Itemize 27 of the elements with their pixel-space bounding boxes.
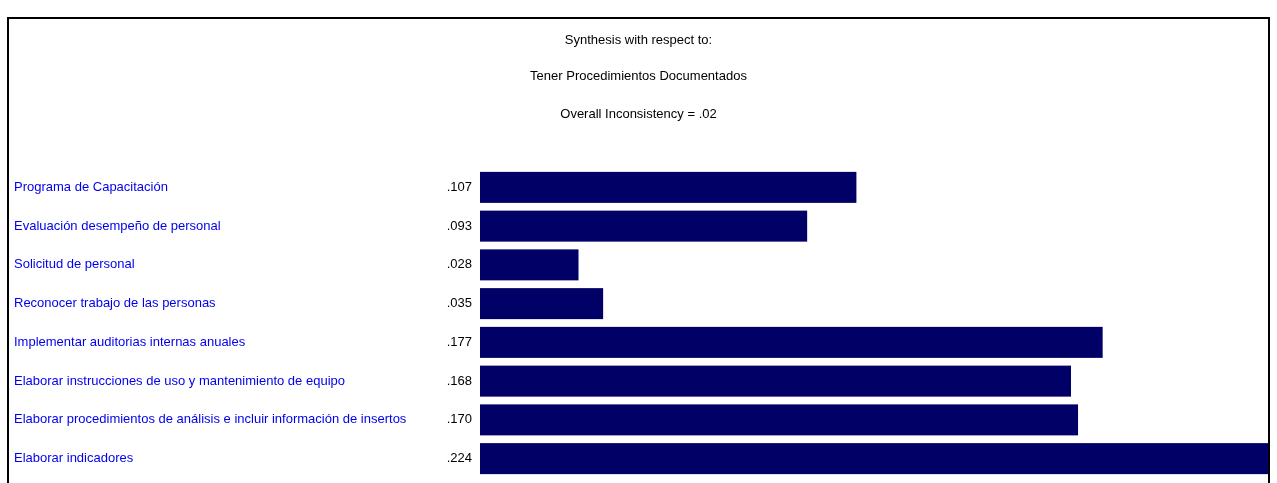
y-tick-label: Evaluación desempeño de personal (14, 217, 221, 233)
text: Overall Inconsistency = .02 (560, 106, 717, 121)
data-label: .168 (446, 372, 472, 388)
bar (480, 210, 808, 242)
data-label: .035 (446, 295, 472, 311)
bar (480, 288, 604, 320)
data-label: .107 (446, 178, 472, 194)
chart-subtitle: Tener Procedimientos Documentados (530, 68, 748, 83)
bar (480, 249, 579, 281)
data-label: .177 (446, 333, 472, 349)
data-label: .224 (446, 450, 472, 466)
bar (480, 404, 1079, 436)
y-tick-label: Elaborar procedimientos de análisis e incluir información de insertos (14, 411, 407, 427)
bar (480, 443, 1268, 475)
bar (480, 365, 1071, 397)
data-label: .028 (446, 256, 472, 272)
bar (480, 326, 1103, 358)
y-tick-label: Elaborar instrucciones de uso y mantenimiento de equipo (14, 372, 345, 388)
chart-title: Synthesis with respect to: (564, 32, 713, 47)
y-tick-label: Implementar auditorias internas anuales (14, 333, 246, 349)
y-tick-label: Reconocer trabajo de las personas (14, 295, 217, 311)
bar (480, 171, 857, 203)
data-label: .093 (446, 217, 472, 233)
y-tick-label: Solicitud de personal (14, 256, 135, 272)
y-tick-label: Programa de Capacitación (14, 178, 168, 194)
y-tick-label: Elaborar indicadores (14, 450, 134, 466)
data-label: .170 (446, 411, 472, 427)
